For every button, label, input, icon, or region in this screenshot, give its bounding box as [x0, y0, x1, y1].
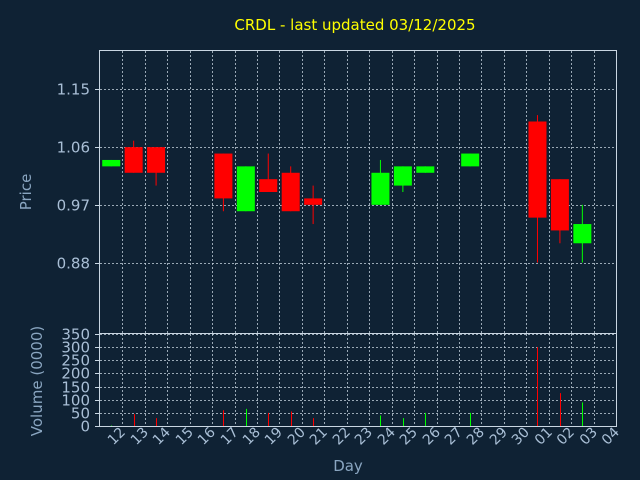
- volume-tick-label: 0: [80, 418, 90, 436]
- price-candles: [102, 115, 592, 263]
- x-tick-label: 02: [554, 425, 578, 449]
- x-tick-label: 04: [599, 424, 623, 448]
- x-tick-label: 22: [330, 425, 354, 449]
- candle-body: [214, 153, 233, 199]
- volume-axis-label: Volume (0000): [28, 326, 46, 436]
- x-axis-label: Day: [333, 457, 363, 475]
- x-tick-label: 21: [307, 425, 331, 449]
- x-tick-label: 17: [218, 425, 242, 449]
- volume-tick-label: 300: [61, 339, 90, 357]
- x-tick-label: 14: [150, 424, 174, 448]
- candle-body: [124, 147, 143, 173]
- candle-body: [573, 224, 592, 244]
- x-tick-label: 13: [128, 425, 152, 449]
- x-tick-label: 19: [262, 425, 286, 449]
- x-tick-label: 24: [375, 424, 399, 448]
- volume-bars: [111, 347, 583, 426]
- chart-title: CRDL - last updated 03/12/2025: [234, 16, 475, 34]
- candle-body: [147, 147, 166, 173]
- candle-body: [236, 166, 255, 212]
- x-tick-label: 20: [285, 425, 309, 449]
- volume-grid: [100, 334, 617, 427]
- x-tick-label: 30: [509, 425, 533, 449]
- price-tick-label: 0.88: [57, 255, 90, 273]
- price-panel: 1.15 1.06 0.97 0.88 Price: [17, 50, 617, 334]
- candle-body: [393, 166, 412, 186]
- x-tick-label: 28: [464, 425, 488, 449]
- volume-tick-label: 200: [61, 365, 90, 383]
- price-tick-label: 1.15: [57, 81, 90, 99]
- candle-body: [416, 166, 435, 173]
- candle-body: [102, 159, 121, 167]
- x-tick-label: 29: [487, 425, 511, 449]
- volume-tick-label: 150: [61, 379, 90, 397]
- x-tick-label: 15: [173, 425, 197, 449]
- volume-tick-label: 100: [61, 392, 90, 410]
- price-grid: [100, 51, 617, 333]
- price-tick-label: 1.06: [57, 139, 90, 157]
- candle-body: [371, 172, 390, 205]
- candle-body: [550, 179, 569, 231]
- candle-body: [461, 153, 480, 167]
- candle-body: [259, 179, 278, 192]
- candle-body: [304, 198, 323, 205]
- x-tick-label: 18: [240, 425, 264, 449]
- price-axis-label: Price: [17, 174, 35, 211]
- volume-tick-label: 350: [61, 326, 90, 344]
- x-tick-label: 27: [442, 425, 466, 449]
- x-tick-label: 26: [420, 424, 444, 448]
- volume-tick-label: 250: [61, 352, 90, 370]
- x-tick-label: 16: [195, 424, 219, 448]
- volume-plot-frame: [99, 333, 617, 427]
- x-tick-label: 25: [397, 425, 421, 449]
- price-tick-label: 0.97: [57, 197, 90, 215]
- x-tick-label: 12: [105, 425, 129, 449]
- x-tick-label: 03: [577, 425, 601, 449]
- price-y-ticks: 1.15 1.06 0.97 0.88: [57, 81, 100, 273]
- volume-tick-label: 50: [71, 405, 90, 423]
- candle-body: [528, 121, 547, 218]
- x-tick-label: 01: [532, 425, 556, 449]
- x-tick-label: 23: [352, 425, 376, 449]
- candle-body: [281, 172, 300, 212]
